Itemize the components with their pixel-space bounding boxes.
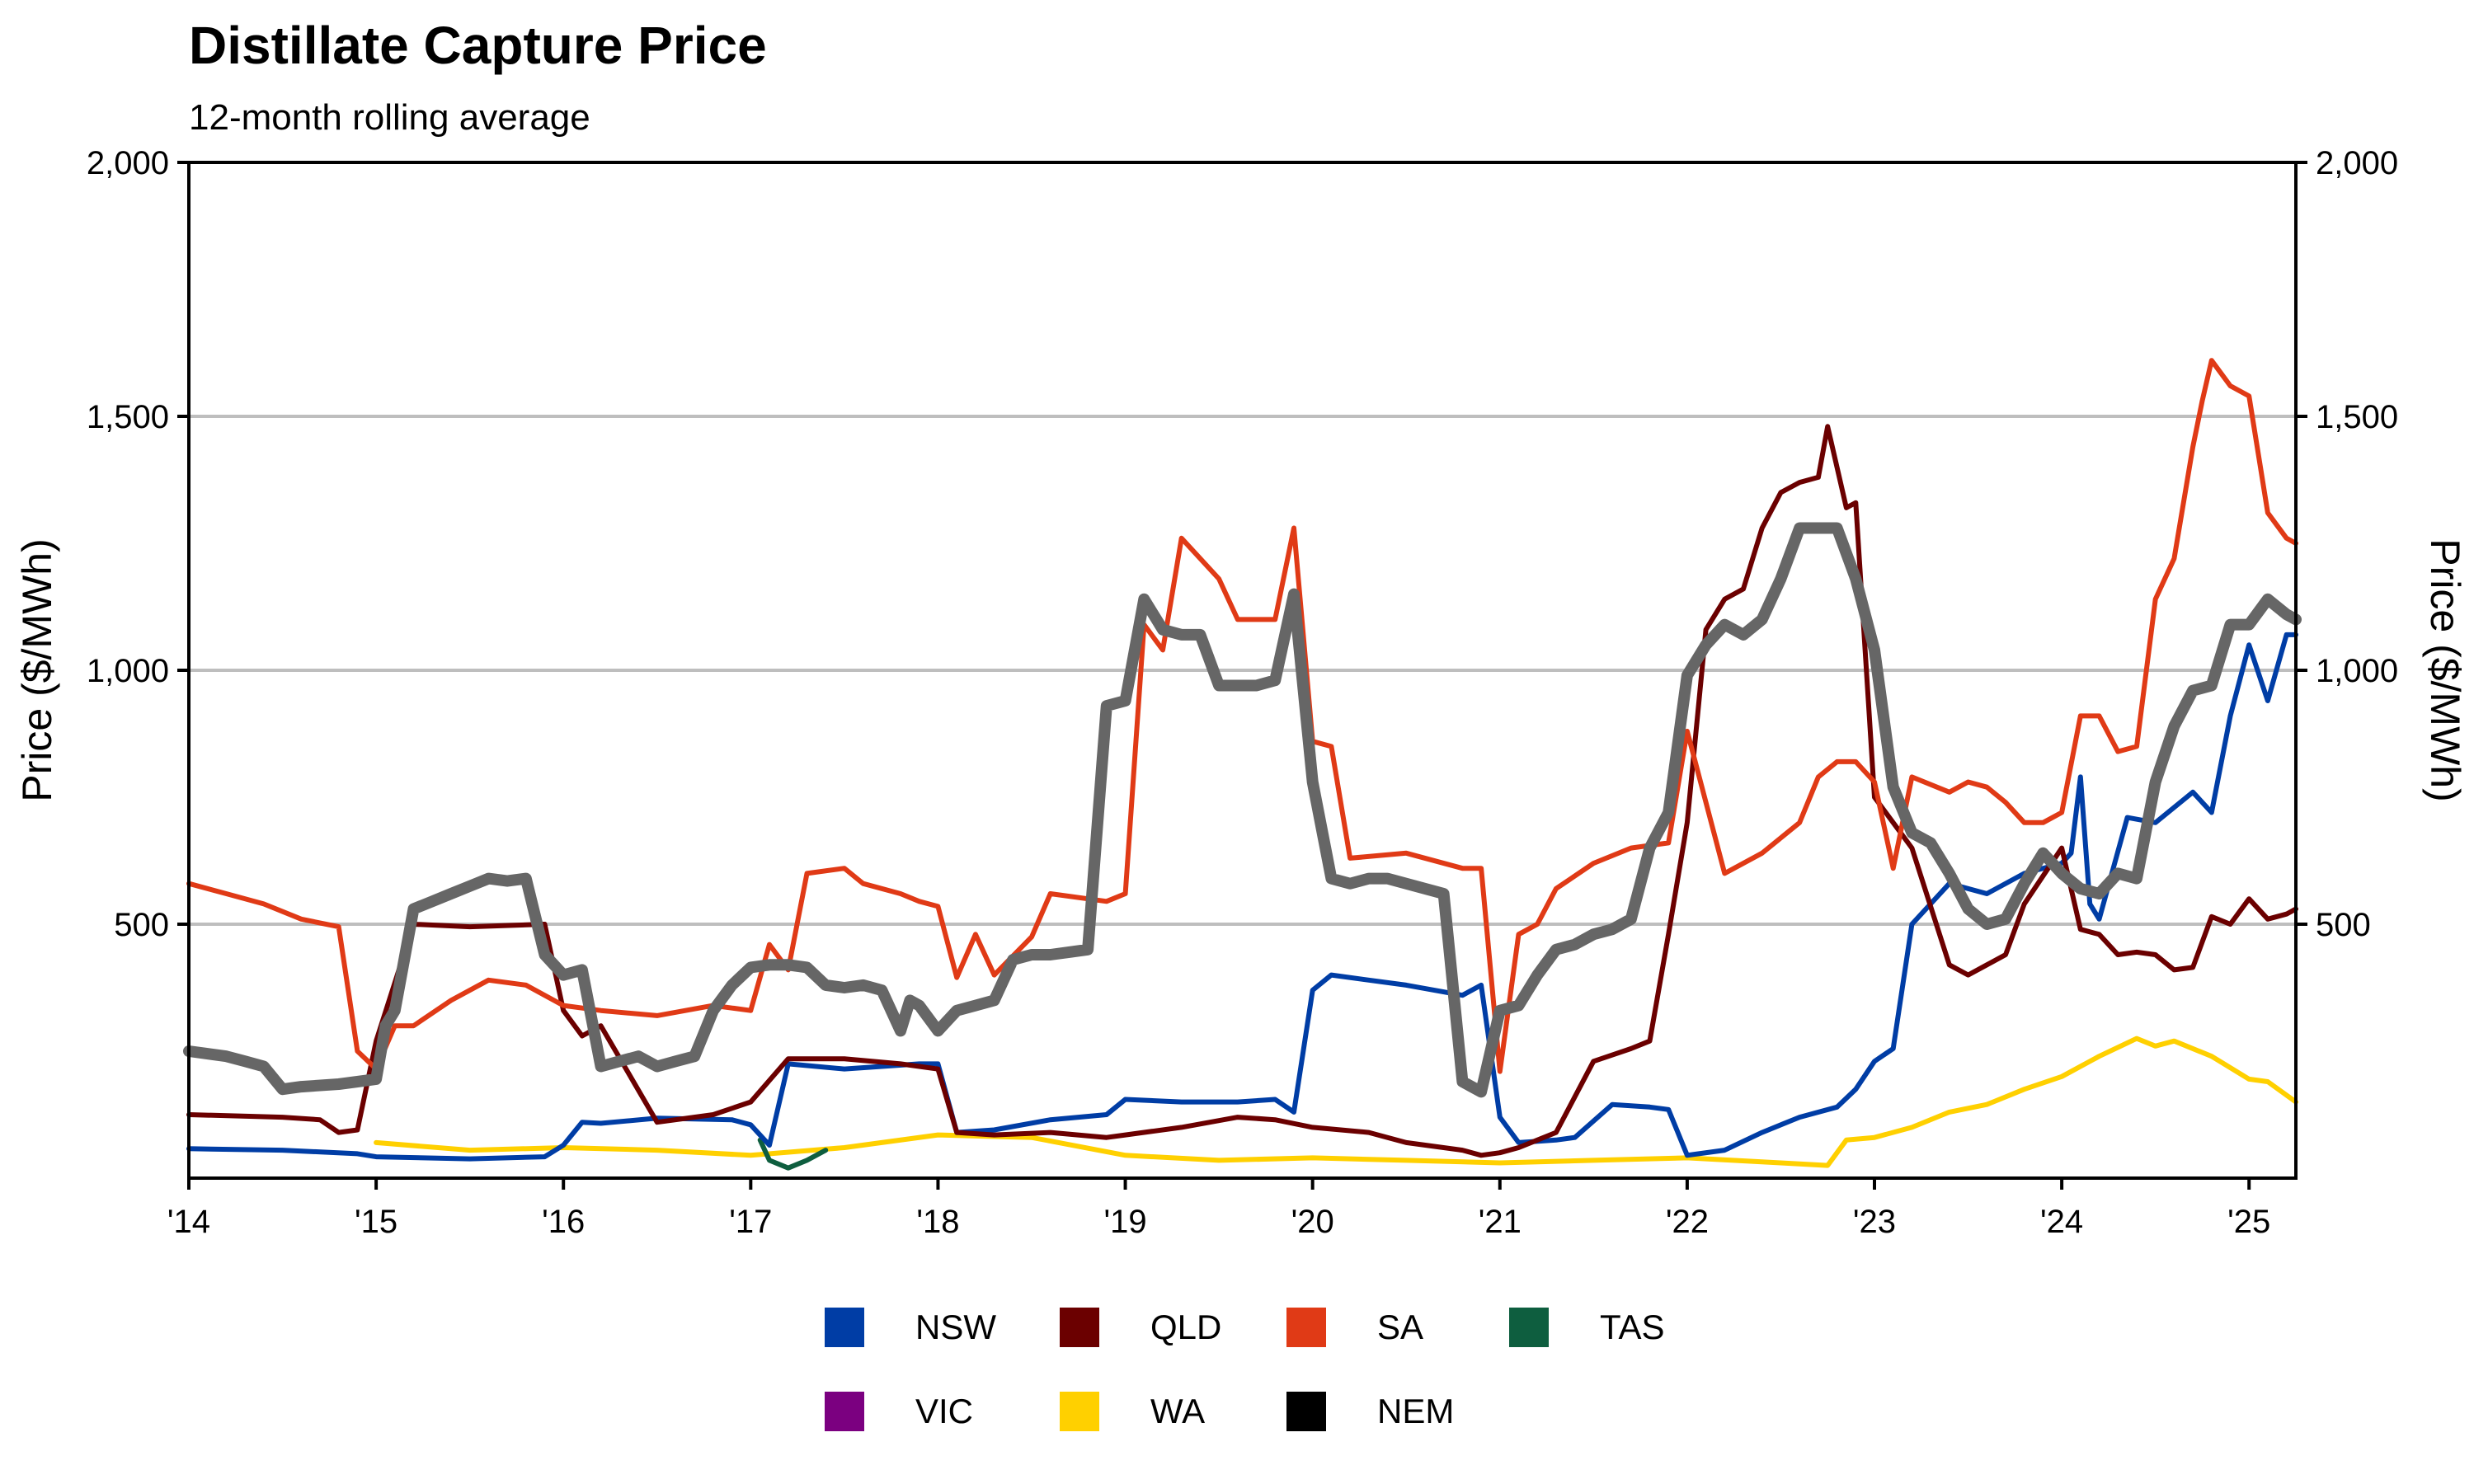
legend-item-qld: QLD <box>1060 1303 1221 1352</box>
chart-subtitle: 12-month rolling average <box>189 97 590 138</box>
axes: '14 '15 '16 '17 '18 '19 '20 '21 '22 '23 '24 '25 500 5… <box>87 145 2398 1240</box>
legend-item-sa: SA <box>1286 1303 1423 1352</box>
y-axis-label-right: Price ($/MWh) <box>2422 538 2468 801</box>
y-tick-label-left: 2,000 <box>87 145 169 181</box>
y-tick-label-left: 1,000 <box>87 653 169 689</box>
y-tick-label-right: 1,000 <box>2316 653 2398 689</box>
legend-swatch <box>825 1392 864 1431</box>
legend-item-vic: VIC <box>825 1387 973 1436</box>
series-line-nsw <box>186 632 2298 1162</box>
legend-item-tas: TAS <box>1509 1303 1665 1352</box>
x-tick-label: '17 <box>729 1204 772 1240</box>
y-tick-label-left: 1,500 <box>87 399 169 435</box>
series-line-wa <box>374 1036 2298 1168</box>
legend-swatch <box>1060 1308 1099 1347</box>
x-tick-label: '14 <box>167 1204 210 1240</box>
gridlines <box>189 415 2296 926</box>
legend-swatch <box>1286 1392 1326 1431</box>
x-tick-label: '23 <box>1853 1204 1896 1240</box>
legend-item-nem: NEM <box>1286 1387 1454 1436</box>
x-tick-label: '20 <box>1291 1204 1334 1240</box>
y-tick-label-left: 500 <box>114 907 169 943</box>
series-line-qld <box>186 424 2298 1158</box>
series-line-tas <box>757 1137 829 1171</box>
legend-label: WA <box>1150 1392 1206 1430</box>
legend-label: TAS <box>1600 1308 1665 1346</box>
x-tick-label: '19 <box>1103 1204 1146 1240</box>
legend-swatch <box>825 1308 864 1347</box>
legend-item-wa: WA <box>1060 1387 1205 1436</box>
legend-label: VIC <box>915 1392 974 1430</box>
x-tick-label: '25 <box>2227 1204 2270 1240</box>
legend-label: QLD <box>1150 1308 1222 1346</box>
legend-label: NSW <box>915 1308 996 1346</box>
x-tick-label: '21 <box>1479 1204 1522 1240</box>
y-tick-label-right: 2,000 <box>2316 145 2398 181</box>
x-tick-label: '16 <box>542 1204 585 1240</box>
legend: NSW QLD SA TAS VIC WA NEM <box>825 1303 1814 1451</box>
legend-label: SA <box>1377 1308 1424 1346</box>
x-tick-label: '18 <box>916 1204 959 1240</box>
legend-swatch <box>1286 1308 1326 1347</box>
legend-label: NEM <box>1377 1392 1455 1430</box>
x-tick-label: '24 <box>2040 1204 2083 1240</box>
y-tick-label-right: 500 <box>2316 907 2371 943</box>
series-line-nem <box>183 522 2302 1098</box>
series-line-sa <box>186 358 2298 1074</box>
y-tick-label-right: 1,500 <box>2316 399 2398 435</box>
x-tick-label: '15 <box>355 1204 397 1240</box>
x-tick-label: '22 <box>1666 1204 1709 1240</box>
legend-swatch <box>1060 1392 1099 1431</box>
legend-item-nsw: NSW <box>825 1303 996 1352</box>
series-lines <box>183 358 2302 1171</box>
legend-swatch <box>1509 1308 1549 1347</box>
y-axis-label-left: Price ($/MWh) <box>14 538 60 801</box>
chart-title: Distillate Capture Price <box>189 16 767 75</box>
